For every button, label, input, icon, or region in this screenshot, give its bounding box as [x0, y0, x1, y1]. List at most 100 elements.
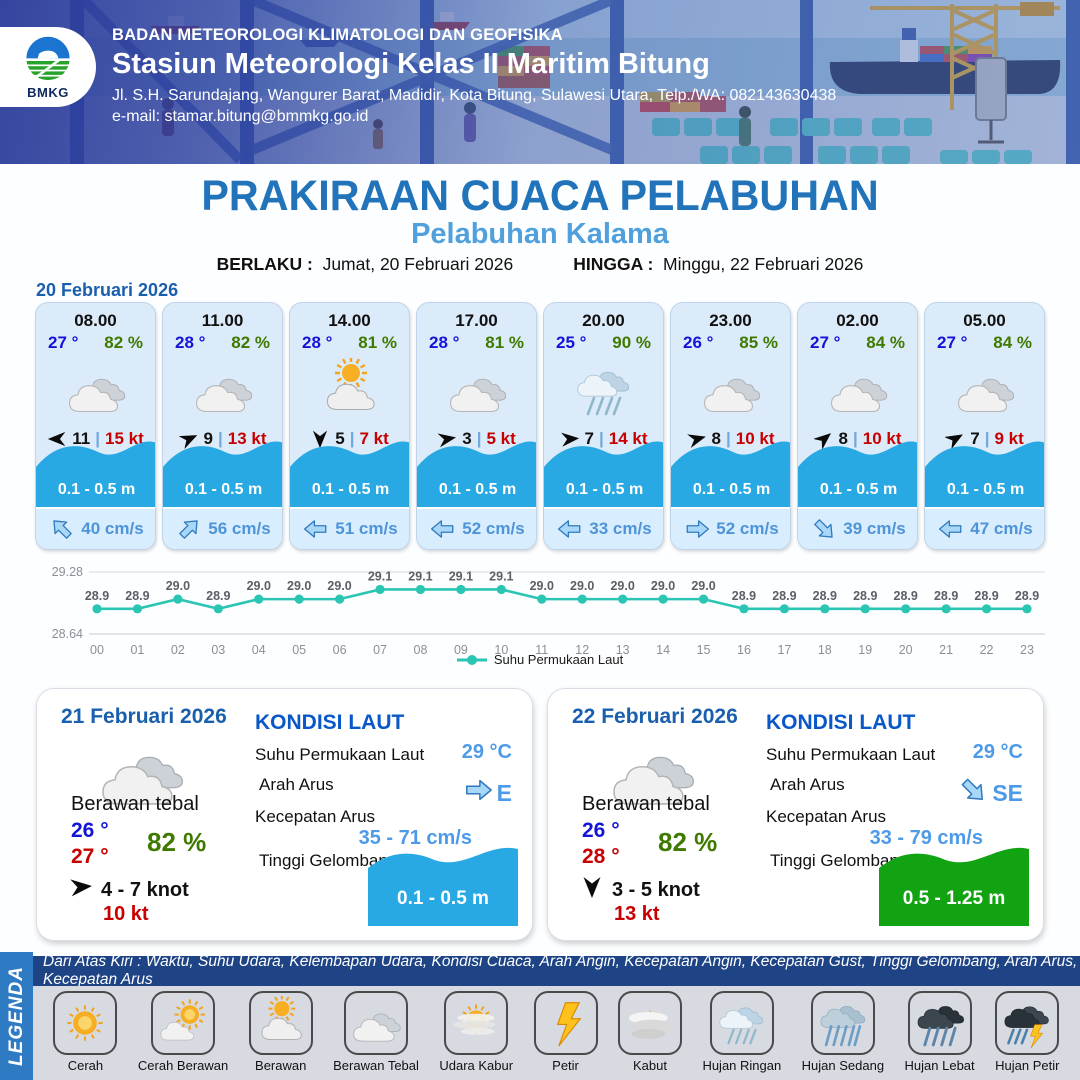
- hour-temp-humidity: 28 ° 81 %: [290, 331, 409, 353]
- wind-gust: 10 kt: [862, 429, 902, 448]
- hour-wave: 0.1 - 0.5 m: [925, 427, 1044, 507]
- hour-wind: 9 | 13 kt: [163, 429, 282, 449]
- day3-sea-title: KONDISI LAUT: [766, 711, 916, 734]
- station-address: Jl. S.H. Sarundajang, Wangurer Barat, Ma…: [112, 87, 837, 104]
- svg-text:10: 10: [494, 643, 508, 657]
- hour-time: 05.00: [963, 311, 1006, 330]
- hour-current: 47 cm/s: [925, 507, 1044, 549]
- hour-time: 23.00: [709, 311, 752, 330]
- hour-current: 51 cm/s: [290, 507, 409, 549]
- svg-text:01: 01: [130, 643, 144, 657]
- svg-text:00: 00: [90, 643, 104, 657]
- legend-item: Kabut: [617, 986, 682, 1080]
- svg-text:29.0: 29.0: [691, 579, 715, 593]
- hour-weather-icon: [798, 357, 917, 423]
- svg-text:28.9: 28.9: [125, 589, 149, 603]
- svg-text:28.9: 28.9: [894, 589, 918, 603]
- hour-temp-humidity: 28 ° 81 %: [417, 331, 536, 353]
- wave-icon: [163, 441, 282, 507]
- page-subtitle: Pelabuhan Kalama: [411, 218, 669, 250]
- hour-forecast-card: 14.00 28 ° 81 % 5 | 7 kt 0.1 - 0.5 m 51 cm/s: [289, 302, 410, 550]
- berlaku-label: BERLAKU :: [216, 254, 313, 274]
- wind-speed: 7: [584, 429, 594, 448]
- day2-temp-max: 27 °: [71, 845, 109, 868]
- svg-text:28.9: 28.9: [974, 589, 998, 603]
- hour-wind: 11 | 15 kt: [36, 429, 155, 449]
- berawan-tebal-icon: [68, 378, 125, 413]
- petir-icon: [556, 1002, 582, 1047]
- svg-text:14: 14: [656, 643, 670, 657]
- svg-text:29.0: 29.0: [530, 579, 554, 593]
- svg-text:29.0: 29.0: [247, 579, 271, 593]
- day2-humidity: 82 %: [147, 827, 207, 857]
- day3-date: 22 Februari 2026: [572, 705, 738, 728]
- day3-sst-label: Suhu Permukaan Laut: [766, 745, 936, 764]
- wind-gust: 7 kt: [359, 429, 389, 448]
- current-speed: 56 cm/s: [208, 519, 271, 538]
- hour-humidity: 81 %: [358, 333, 397, 352]
- day3-condition: Berawan tebal: [582, 793, 710, 815]
- svg-text:04: 04: [252, 643, 266, 657]
- current-direction-icon: [939, 520, 962, 538]
- hour-humidity: 82 %: [104, 333, 143, 352]
- svg-text:29.1: 29.1: [368, 569, 392, 583]
- wave-height: 0.1 - 0.5 m: [692, 481, 771, 498]
- hour-weather-icon: [925, 357, 1044, 423]
- hour-humidity: 84 %: [993, 333, 1032, 352]
- svg-text:29.0: 29.0: [287, 579, 311, 593]
- berawan-icon: [261, 996, 302, 1040]
- day2-date: 21 Februari 2026: [61, 705, 227, 728]
- berawan-tebal-icon: [102, 756, 183, 805]
- legend-icon-box: [533, 991, 598, 1055]
- berawan-tebal-icon: [830, 378, 887, 413]
- legend-item: Hujan Petir: [995, 986, 1059, 1080]
- header-banner: BMKG BADAN METEOROLOGI KLIMATOLOGI DAN G…: [0, 0, 1080, 164]
- svg-text:29.1: 29.1: [408, 569, 432, 583]
- current-direction-icon: [558, 520, 581, 538]
- legend-item-label: Cerah Berawan: [137, 1058, 229, 1073]
- svg-text:29.0: 29.0: [651, 579, 675, 593]
- hour-wave: 0.1 - 0.5 m: [544, 427, 663, 507]
- day2-current-speed-label: Kecepatan Arus: [255, 807, 376, 826]
- legend-icon-box: [810, 991, 875, 1055]
- svg-text:28.9: 28.9: [1015, 589, 1039, 603]
- cerah-icon: [67, 1005, 104, 1041]
- berawan-tebal-icon: [703, 378, 760, 413]
- day3-current-dir-label: Arah Arus: [770, 775, 845, 794]
- hour-temp: 28 °: [302, 333, 333, 352]
- wind-speed: 3: [462, 429, 472, 448]
- hour-weather-icon: [417, 357, 536, 423]
- hour-temp-humidity: 25 ° 90 %: [544, 331, 663, 353]
- hour-forecast-card: 23.00 26 ° 85 % 8 | 10 kt 0.1 - 0.5 m 52 cm/s: [670, 302, 791, 550]
- wind-gust: 5 kt: [486, 429, 516, 448]
- berawan-tebal-icon: [613, 756, 694, 805]
- legend-icon-box: [248, 991, 313, 1055]
- current-direction-icon: [961, 778, 984, 801]
- validity-row: BERLAKU : Jumat, 20 Februari 2026 HINGGA…: [0, 254, 1080, 275]
- svg-text:22: 22: [980, 643, 994, 657]
- current-direction-icon: [814, 519, 833, 538]
- hour-forecast-card: 17.00 28 ° 81 % 3 | 5 kt 0.1 - 0.5 m 52 cm/s: [416, 302, 537, 550]
- sst-chart: 29.28 28.64 28.9 00 28.9 01 29.0 02 28.9 03 29.0 04…: [35, 558, 1045, 675]
- legend-section: LEGENDA Dari Atas Kiri : Waktu, Suhu Uda…: [0, 952, 1080, 1080]
- svg-text:28.9: 28.9: [772, 589, 796, 603]
- hujan-lebat-icon: [917, 1006, 964, 1047]
- hour-wave: 0.1 - 0.5 m: [163, 427, 282, 507]
- day2-condition: Berawan tebal: [71, 793, 199, 815]
- legend-band-label: LEGENDA: [5, 966, 27, 1066]
- svg-text:15: 15: [697, 643, 711, 657]
- hour-weather-icon: [36, 357, 155, 423]
- wave-icon: [879, 847, 1029, 926]
- svg-text:20: 20: [899, 643, 913, 657]
- hour-temp-humidity: 27 ° 84 %: [798, 331, 917, 353]
- hour-humidity: 90 %: [612, 333, 651, 352]
- hour-humidity: 82 %: [231, 333, 270, 352]
- wind-speed: 8: [838, 429, 848, 448]
- wave-icon: [290, 441, 409, 507]
- day2-wave-box: 0.1 - 0.5 m: [368, 838, 518, 926]
- hour-wind: 7 | 14 kt: [544, 429, 663, 449]
- current-speed: 51 cm/s: [335, 519, 398, 538]
- day3-wave-box: 0.5 - 1.25 m: [879, 838, 1029, 926]
- bmkg-globe-icon: [26, 36, 70, 80]
- wave-height: 0.1 - 0.5 m: [184, 481, 263, 498]
